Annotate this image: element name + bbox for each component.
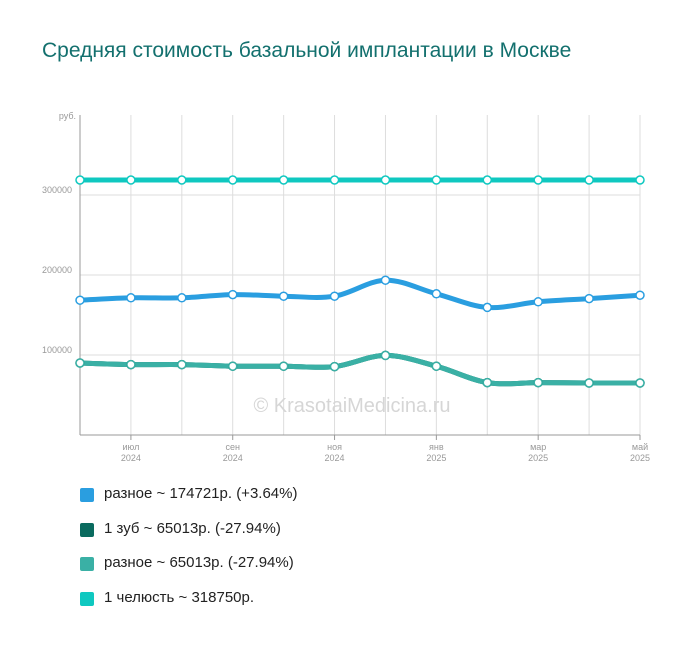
- x-tick-label-year: 2025: [528, 453, 548, 463]
- data-point-series-3: [227, 361, 238, 371]
- y-tick-label: 300000: [42, 185, 72, 195]
- data-point-series-4: [227, 175, 238, 185]
- series-line-1: [77, 277, 643, 311]
- x-tick-label-month: мар: [530, 442, 546, 452]
- data-point-series-3: [584, 378, 594, 388]
- watermark: © KrasotaiMedicina.ru: [253, 395, 450, 417]
- data-point-series-3: [482, 377, 493, 388]
- data-point-series-1: [278, 291, 289, 301]
- legend-swatch: [80, 591, 94, 606]
- data-point-series-4: [584, 175, 594, 185]
- data-point-series-4: [533, 175, 543, 185]
- x-tick-label-month: ноя: [327, 442, 342, 452]
- x-tick-label-month: май: [632, 442, 648, 452]
- data-point-series-3: [126, 359, 136, 370]
- data-point-series-3: [533, 377, 543, 388]
- data-point-series-4: [431, 175, 442, 185]
- legend-label: разное ~ 174721р. (+3.64%): [104, 485, 298, 502]
- data-point-series-4: [380, 175, 391, 185]
- legend-item-series-1[interactable]: разное ~ 174721р. (+3.64%): [80, 484, 297, 519]
- legend-swatch: [80, 522, 94, 537]
- data-point-series-1: [329, 291, 340, 301]
- x-tick-label-month: янв: [429, 442, 444, 452]
- data-point-series-4: [75, 175, 85, 185]
- legend-swatch: [80, 488, 94, 502]
- legend-item-series-2[interactable]: 1 зуб ~ 65013р. (-27.94%): [80, 519, 297, 554]
- x-tick-label-year: 2024: [325, 453, 345, 463]
- data-point-series-3: [177, 359, 187, 370]
- data-point-series-1: [227, 289, 238, 300]
- data-point-series-3: [75, 358, 85, 368]
- data-point-series-1: [482, 302, 493, 313]
- x-tick-label-year: 2025: [630, 453, 650, 463]
- x-tick-label-year: 2025: [426, 453, 446, 463]
- data-point-series-3: [329, 361, 340, 372]
- x-tick-label-month: июл: [122, 442, 139, 452]
- data-point-series-3: [278, 361, 289, 371]
- legend-swatch: [80, 557, 94, 571]
- data-point-series-4: [126, 175, 136, 185]
- data-point-series-4: [482, 175, 493, 185]
- line-chart: 100000200000300000руб.июл2024сен2024ноя2…: [42, 111, 650, 463]
- y-tick-label: 100000: [42, 345, 72, 355]
- series-line-3: [77, 352, 643, 387]
- data-point-series-1: [75, 295, 85, 305]
- data-point-series-3: [380, 350, 391, 361]
- data-point-series-4: [635, 175, 645, 185]
- data-point-series-4: [278, 175, 289, 185]
- chart-legend: разное ~ 174721р. (+3.64%) 1 зуб ~ 65013…: [80, 484, 297, 622]
- x-tick-label-year: 2024: [121, 453, 141, 463]
- legend-item-series-4[interactable]: 1 челюсть ~ 318750р.: [80, 588, 297, 623]
- data-point-series-1: [177, 293, 187, 303]
- data-point-series-1: [533, 297, 543, 307]
- data-point-series-1: [380, 275, 391, 285]
- data-point-series-3: [635, 378, 645, 388]
- y-axis-unit-label: руб.: [59, 111, 76, 121]
- data-point-series-4: [177, 175, 187, 185]
- data-point-series-1: [126, 293, 136, 303]
- legend-label: 1 челюсть ~ 318750р.: [104, 588, 255, 606]
- x-tick-label-month: сен: [225, 442, 240, 452]
- legend-item-series-3[interactable]: разное ~ 65013р. (-27.94%): [80, 553, 297, 588]
- data-point-series-1: [431, 289, 442, 299]
- data-point-series-4: [329, 175, 340, 185]
- data-point-series-1: [584, 293, 594, 304]
- data-point-series-1: [635, 290, 645, 300]
- x-tick-label-year: 2024: [223, 453, 243, 463]
- legend-label: разное ~ 65013р. (-27.94%): [104, 554, 294, 571]
- data-point-series-3: [431, 361, 442, 371]
- y-tick-label: 200000: [42, 265, 72, 275]
- legend-label: 1 зуб ~ 65013р. (-27.94%): [104, 519, 281, 537]
- chart-title: Средняя стоимость базальной имплантации …: [42, 39, 572, 62]
